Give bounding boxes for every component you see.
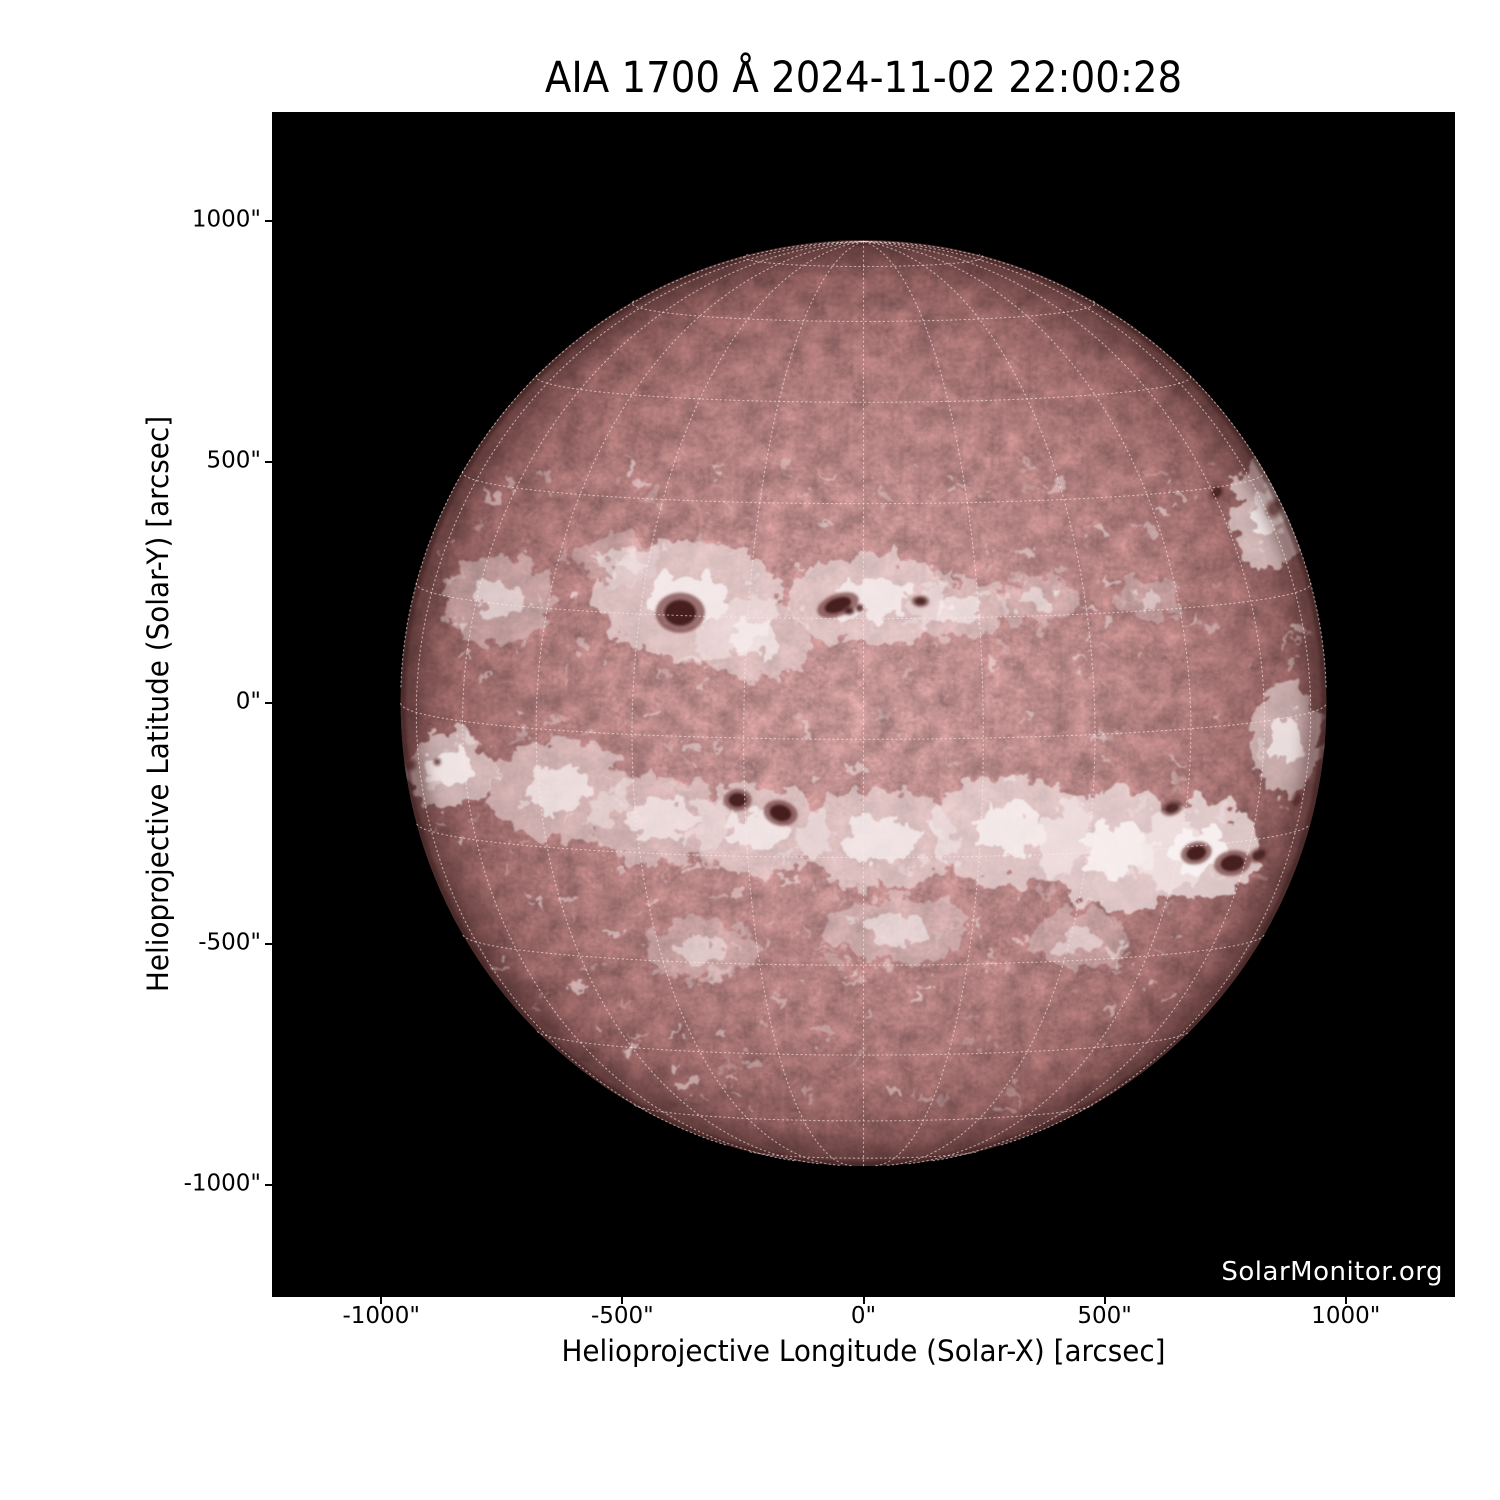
heliographic-grid [400,240,1327,1167]
x-tick-mark [380,1297,383,1304]
x-tick-label: -500" [590,1303,654,1329]
x-tick-mark [1344,1297,1347,1304]
y-tick-label: -500" [198,929,261,956]
y-tick-label: 1000" [191,206,261,233]
y-tick-label: 0" [235,688,261,715]
solar-disk-image [400,240,1327,1167]
x-tick-mark [621,1297,624,1304]
x-tick-label: 0" [850,1303,877,1329]
y-tick-mark [265,702,272,704]
plot-area: SolarMonitor.org [272,112,1455,1297]
y-tick-mark [265,943,272,946]
y-tick-mark [265,219,272,222]
figure-title: AIA 1700 Å 2024-11-02 22:00:28 [544,53,1183,103]
x-tick-mark [1103,1297,1106,1304]
x-tick-label: -1000" [342,1303,420,1329]
x-axis-label: Helioprojective Longitude (Solar-X) [arc… [561,1334,1166,1368]
x-tick-mark [862,1297,865,1304]
x-tick-label: 500" [1077,1303,1132,1329]
watermark: SolarMonitor.org [1221,1257,1443,1287]
x-tick-label: 1000" [1311,1303,1381,1329]
y-tick-label: 500" [206,447,261,474]
sunspots [402,483,1304,877]
y-tick-mark [265,1184,272,1187]
y-tick-mark [265,460,272,463]
y-tick-label: -1000" [183,1170,261,1197]
solar-disk [400,240,1327,1166]
y-axis-label: Helioprojective Latitude (Solar-Y) [arcs… [141,415,175,993]
